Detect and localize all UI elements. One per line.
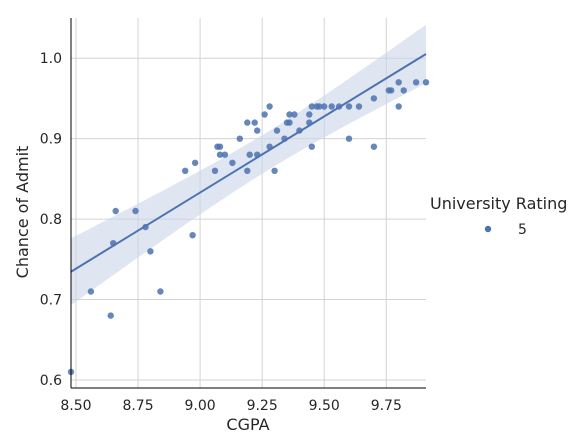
x-tick-label: 9.75: [371, 398, 402, 414]
data-point: [221, 151, 229, 158]
data-point: [273, 127, 281, 134]
data-point: [286, 119, 293, 126]
x-tick-label: 8.75: [122, 398, 153, 414]
data-point: [142, 223, 149, 231]
data-point: [87, 288, 95, 295]
data-point: [244, 167, 251, 174]
data-point: [266, 143, 273, 150]
confidence-band-area: [71, 24, 426, 306]
regression-line-group: [70, 53, 427, 273]
data-point: [216, 151, 224, 158]
data-point: [110, 240, 117, 247]
data-point: [216, 143, 224, 150]
data-point: [191, 159, 199, 166]
data-point: [328, 103, 335, 110]
data-point: [370, 143, 378, 150]
data-point: [306, 119, 313, 126]
data-point: [236, 135, 243, 142]
data-point: [321, 103, 328, 110]
data-point: [211, 167, 219, 174]
legend-title: University Rating: [430, 194, 567, 213]
data-point: [291, 111, 298, 118]
legend-entry-label: 5: [518, 222, 527, 238]
data-point: [189, 232, 196, 239]
y-tick-label: 0.6: [40, 373, 62, 389]
data-point: [335, 103, 343, 110]
data-point: [308, 103, 315, 110]
confidence-band: [71, 24, 426, 306]
data-point: [251, 119, 258, 126]
data-point: [388, 87, 395, 94]
data-point: [182, 167, 189, 174]
data-point: [112, 207, 119, 215]
data-point: [107, 312, 114, 319]
regression-line: [70, 53, 427, 273]
legend-marker: [484, 225, 492, 233]
data-point: [412, 79, 420, 86]
data-point: [422, 79, 430, 86]
y-tick-labels: 0.6 0.7 0.8 0.9 1.0: [40, 51, 62, 389]
y-tick-label: 0.9: [40, 132, 62, 148]
data-point: [286, 111, 293, 118]
y-axis-label: Chance of Admit: [13, 146, 32, 279]
data-point: [308, 143, 315, 150]
data-point: [254, 151, 261, 158]
data-point: [395, 103, 402, 110]
x-tick-label: 9.25: [247, 398, 278, 414]
x-tick-label: 9.50: [309, 398, 340, 414]
data-point: [147, 248, 154, 255]
data-point: [132, 207, 139, 215]
data-point: [271, 167, 278, 174]
data-point: [345, 103, 353, 110]
y-tick-label: 0.7: [40, 293, 62, 309]
data-point: [244, 119, 251, 126]
data-point: [261, 111, 268, 118]
x-tick-labels: 8.50 8.75 9.00 9.25 9.50 9.75: [60, 398, 401, 414]
x-tick-label: 8.50: [60, 398, 91, 414]
data-point: [306, 111, 313, 118]
data-point: [345, 135, 353, 142]
data-point: [266, 103, 273, 110]
data-point: [316, 103, 323, 110]
data-point: [246, 151, 253, 158]
data-point: [281, 135, 288, 142]
data-point: [157, 288, 164, 295]
data-point: [400, 87, 407, 94]
x-tick-label: 9.00: [185, 398, 216, 414]
data-point: [395, 79, 402, 86]
y-tick-label: 1.0: [40, 51, 62, 67]
data-point: [355, 103, 363, 110]
x-axis-label: CGPA: [226, 415, 269, 432]
y-tick-label: 0.8: [40, 212, 62, 228]
data-point: [370, 95, 378, 102]
axes: [70, 18, 426, 389]
data-point: [296, 127, 303, 134]
data-point: [254, 127, 261, 134]
data-point: [229, 159, 236, 166]
legend: University Rating 5: [430, 194, 567, 238]
